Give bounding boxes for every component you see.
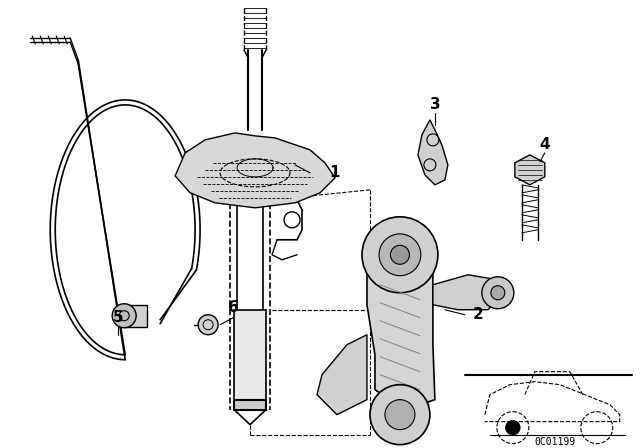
Polygon shape bbox=[124, 305, 147, 327]
Polygon shape bbox=[234, 400, 266, 409]
Circle shape bbox=[506, 421, 520, 435]
Text: 6: 6 bbox=[228, 300, 239, 315]
Circle shape bbox=[362, 217, 438, 293]
Text: 4: 4 bbox=[540, 138, 550, 152]
Circle shape bbox=[482, 277, 514, 309]
Text: 0C01199: 0C01199 bbox=[534, 437, 575, 447]
Polygon shape bbox=[367, 270, 435, 409]
Polygon shape bbox=[418, 120, 448, 185]
Text: 1: 1 bbox=[330, 165, 340, 181]
Circle shape bbox=[390, 246, 410, 264]
Circle shape bbox=[370, 385, 430, 444]
Polygon shape bbox=[175, 133, 335, 208]
Circle shape bbox=[491, 286, 505, 300]
Text: 5: 5 bbox=[113, 310, 124, 325]
Text: 2: 2 bbox=[472, 307, 483, 322]
Polygon shape bbox=[317, 335, 367, 415]
Polygon shape bbox=[515, 155, 545, 185]
Circle shape bbox=[385, 400, 415, 430]
Circle shape bbox=[379, 234, 421, 276]
Circle shape bbox=[198, 315, 218, 335]
Circle shape bbox=[112, 304, 136, 328]
Polygon shape bbox=[234, 310, 266, 400]
Text: 3: 3 bbox=[429, 97, 440, 112]
Polygon shape bbox=[433, 275, 503, 310]
